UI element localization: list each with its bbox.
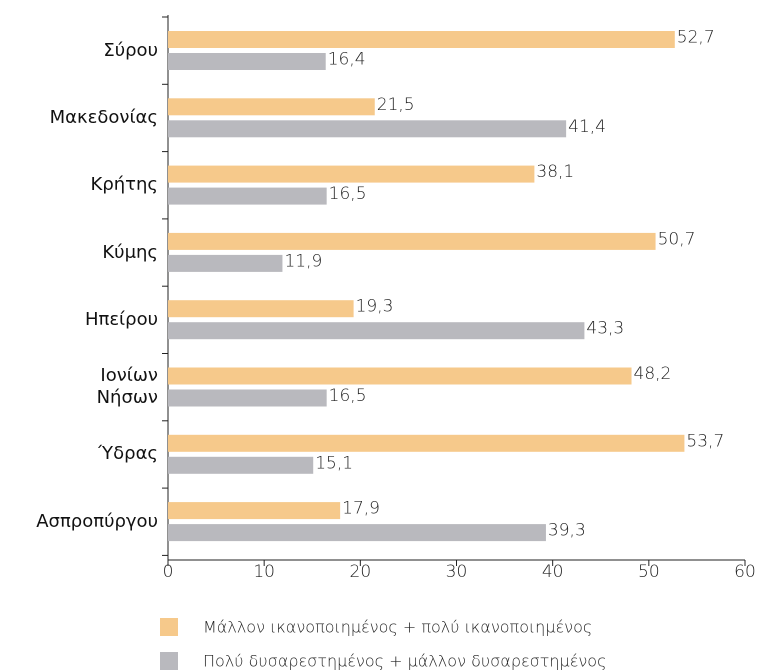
category-label: Σύρου: [103, 39, 158, 61]
legend-swatch: [160, 618, 178, 636]
bar: [168, 524, 546, 542]
bar: [168, 232, 656, 250]
category-label: Ιονίων Νήσων: [96, 365, 158, 409]
value-label: 17,9: [342, 499, 380, 519]
x-tick-label: 30: [446, 562, 468, 582]
bar: [168, 187, 327, 205]
category-label: Ηπείρου: [84, 308, 158, 330]
legend-label: Πολύ δυσαρεστημένος + μάλλον δυσαρεστημέ…: [203, 652, 606, 671]
bar: [168, 434, 685, 452]
value-label: 48,2: [634, 364, 672, 384]
bar: [168, 254, 283, 272]
category-label: Κύμης: [102, 241, 158, 263]
bar: [168, 389, 327, 407]
x-tick-label: 50: [638, 562, 660, 582]
x-tick-label: 0: [163, 562, 174, 582]
bar: [168, 367, 632, 385]
value-label: 43,3: [586, 319, 624, 339]
value-label: 38,1: [536, 162, 574, 182]
bar: [168, 456, 314, 474]
bar: [168, 165, 535, 183]
bar: [168, 300, 354, 318]
bar: [168, 53, 326, 70]
value-label: 16,5: [329, 184, 367, 204]
value-label: 41,4: [568, 117, 606, 137]
legend-label: Μάλλον ικανοποιημένος + πολύ ικανοποιημέ…: [203, 618, 592, 637]
category-label: Ύδρας: [98, 443, 158, 465]
category-label: Ασπροπύργου: [36, 510, 158, 532]
value-label: 15,1: [315, 453, 353, 473]
bar: [168, 322, 585, 340]
x-tick-label: 60: [734, 562, 756, 582]
bar: [168, 120, 567, 138]
bar: [168, 502, 341, 520]
bar: [168, 31, 675, 48]
value-label: 39,3: [548, 521, 586, 541]
value-label: 19,3: [356, 297, 394, 317]
legend-swatch: [160, 652, 178, 670]
x-tick-label: 20: [350, 562, 372, 582]
value-label: 53,7: [686, 431, 724, 451]
value-label: 11,9: [284, 251, 322, 271]
category-label: Μακεδονίας: [49, 106, 158, 128]
value-label: 16,5: [329, 386, 367, 406]
category-label: Κρήτης: [90, 174, 158, 196]
bar: [168, 98, 375, 116]
value-label: 52,7: [677, 28, 715, 48]
x-tick-label: 10: [253, 562, 275, 582]
value-label: 16,4: [328, 50, 366, 70]
x-tick-label: 40: [542, 562, 564, 582]
value-label: 21,5: [377, 95, 415, 115]
value-label: 50,7: [658, 229, 696, 249]
